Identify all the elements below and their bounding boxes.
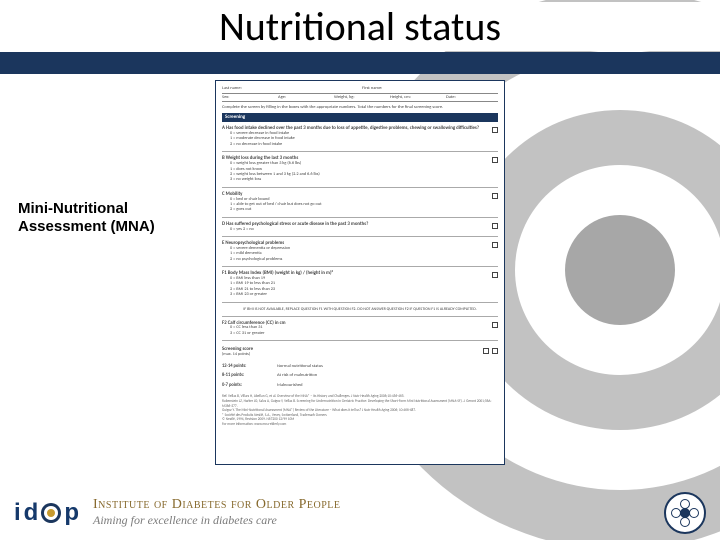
score-range: 12-14 points: [222,364,277,370]
form-patient-row1: Last name: First name: [222,86,498,94]
field-height: Height, cm: [390,95,442,101]
question-f2: F2 Calf circumference (CC) in cm 0 = CC … [222,320,498,337]
mna-form: Last name: First name: Sex: Age: Weight,… [215,80,505,465]
references: Ref. Vellas B, Villars H, Abellan G, et … [222,394,498,426]
answer-box [492,242,498,248]
form-patient-row2: Sex: Age: Weight, kg: Height, cm: Date: [222,95,498,103]
question-f1: F1 Body Mass Index (BMI) (weight in kg) … [222,270,498,297]
question-c: C Mobility0 = bed or chair bound1 = able… [222,191,498,213]
field-last-name: Last name: [222,86,358,92]
screening-score: Screening score (max. 14 points) [222,346,498,357]
question-b: B Weight loss during the last 3 months0 … [222,155,498,182]
logo-letter-i: i [14,499,21,527]
partner-badge-icon [664,492,706,534]
field-date: Date: [446,95,498,101]
institute-tagline: Aiming for excellence in diabetes care [93,513,341,528]
question-option: 2 = no psychological problems [222,257,498,262]
answer-box [492,223,498,229]
score-meaning: Normal nutritional status [277,364,498,370]
title-underline-bar [0,52,720,74]
question-option: 3 = BMI 23 or greater [222,292,498,297]
footer: i d p Institute of Diabetes for Older Pe… [0,485,720,540]
field-sex: Sex: [222,95,274,101]
answer-box [492,272,498,278]
logo-letter-p: p [64,499,79,527]
institute-block: Institute of Diabetes for Older People A… [93,497,341,528]
questions-list: A Has food intake declined over the past… [222,125,498,302]
answer-box [492,193,498,199]
score-meaning: Malnourished [277,383,498,389]
field-age: Age: [278,95,330,101]
question-option: 2 = goes out [222,207,498,212]
form-instruction: Complete the screen by filling in the bo… [222,105,498,111]
bmi-note: IF BMI IS NOT AVAILABLE, REPLACE QUESTIO… [222,307,498,312]
field-weight: Weight, kg: [334,95,386,101]
logo-letter-d: d [24,499,39,527]
question-e: E Neuropsychological problems0 = severe … [222,240,498,262]
score-range: 8-11 points: [222,373,277,379]
screening-header: Screening [222,113,498,122]
question-option: 3 = CC 31 or greater [222,331,498,336]
slide: Nutritional status Mini-Nutritional Asse… [0,0,720,540]
score-range: 0-7 points: [222,383,277,389]
score-meaning: At risk of malnutrition [277,373,498,379]
slide-title: Nutritional status [0,2,720,51]
sidebar-label: Mini-Nutritional Assessment (MNA) [18,200,178,236]
field-first-name: First name: [362,86,498,92]
question-option: 0 = yes 2 = no [222,227,498,232]
question-option: 3 = no weight loss [222,177,498,182]
logo-target-icon [41,503,61,523]
score-interpretation: 12-14 points:Normal nutritional status 8… [222,364,498,389]
question-a: A Has food intake declined over the past… [222,125,498,147]
question-option: 2 = no decrease in food intake [222,142,498,147]
answer-box [492,157,498,163]
institute-name: Institute of Diabetes for Older People [93,497,341,513]
score-sub: (max. 14 points) [222,352,498,357]
question-d: D Has suffered psychological stress or a… [222,221,498,232]
answer-box [492,127,498,133]
answer-box [483,348,489,354]
answer-box [492,322,498,328]
idop-logo: i d p [14,499,79,527]
answer-box [492,348,498,354]
